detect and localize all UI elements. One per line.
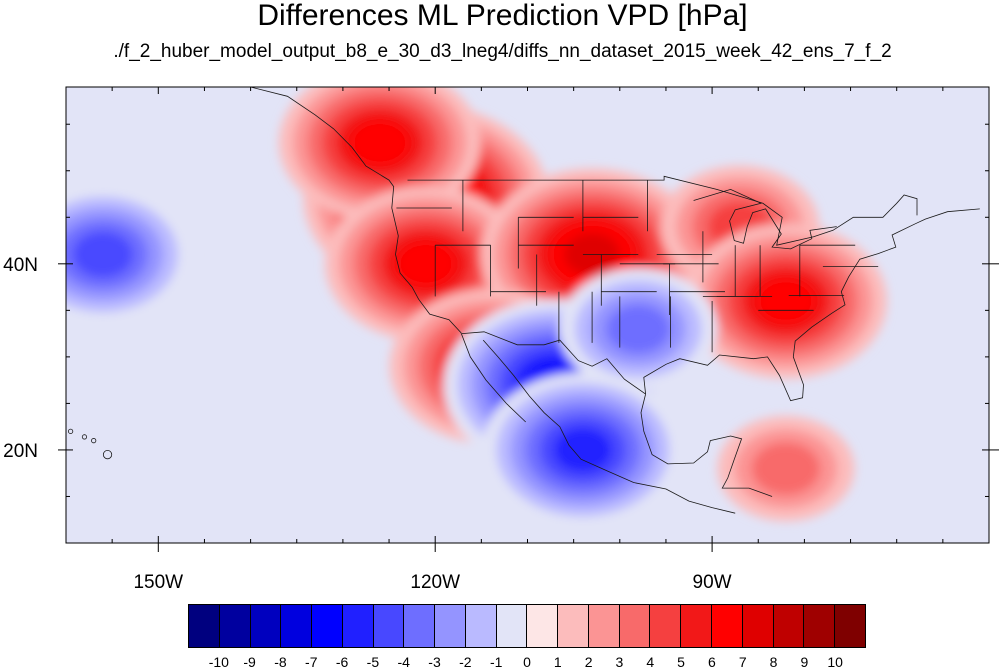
great-lakes-shoreline: [693, 188, 837, 250]
colorbar-swatch-21: [804, 605, 836, 647]
gulf-of-california-mexico-coast: [482, 339, 736, 514]
colorbar-label: 0: [523, 654, 531, 670]
colorbar-label: 9: [800, 654, 809, 670]
colorbar-swatch-3: [250, 605, 282, 647]
y-tick-label: 40N: [3, 255, 38, 276]
colorbar-swatch-2: [219, 605, 251, 647]
colorbar-label: 1: [553, 654, 562, 670]
x-tick-label: 150W: [133, 572, 183, 593]
hawaii-island-4: [68, 428, 74, 434]
colorbar-labels: -10 -9 -8 -7 -6 -5 -4 -3 -2 -1 0 1 2 3 4 5 6 7 8 9 10: [188, 654, 866, 672]
colorbar: [188, 604, 866, 648]
colorbar-swatch-11: [496, 605, 528, 647]
us-mexico-border: [461, 331, 646, 395]
colorbar-swatch-13: [558, 605, 589, 647]
colorbar-swatch-10: [465, 605, 497, 647]
colorbar-swatch-12: [527, 605, 559, 647]
colorbar-label: 10: [827, 654, 843, 670]
field-anomaly-9: [482, 372, 684, 528]
colorbar-label: -2: [459, 654, 472, 670]
field-anomaly-12: [717, 415, 855, 522]
colorbar-swatch-22: [835, 605, 865, 647]
colorbar-label: 7: [738, 654, 747, 670]
field-anomaly-11: [66, 185, 193, 324]
vpd-difference-field: [66, 87, 887, 528]
colorbar-label: -8: [274, 654, 287, 670]
colorbar-label: 5: [677, 654, 685, 670]
colorbar-swatch-1: [189, 605, 220, 647]
hawaii-island-3: [81, 434, 88, 440]
colorbar-label: -7: [305, 654, 318, 670]
colorbar-label: 4: [646, 654, 655, 670]
colorbar-label: 8: [769, 654, 778, 670]
atlantic-gulf-coastline: [643, 208, 980, 402]
colorbar-label: -6: [335, 654, 349, 670]
colorbar-label: -9: [243, 654, 256, 670]
x-tick-label: 120W: [410, 572, 460, 593]
hawaii-island-1: [102, 449, 113, 460]
figure-subtitle: ./f_2_huber_model_output_b8_e_30_d3_lneg…: [113, 41, 892, 62]
colorbar-swatch-17: [681, 605, 713, 647]
colorbar-swatch-20: [773, 605, 805, 647]
field-anomaly-10: [559, 268, 718, 390]
colorbar-swatch-8: [404, 605, 436, 647]
map-tick-labels: 150W 120W 90W 40N 20N: [3, 255, 732, 593]
x-tick-label: 90W: [693, 572, 732, 593]
colorbar-swatch-9: [435, 605, 466, 647]
us-canada-border: [407, 175, 918, 246]
map-boundaries: [68, 87, 980, 514]
map-ticks: [58, 87, 999, 552]
colorbar-label: -3: [428, 654, 441, 670]
colorbar-swatch-15: [619, 605, 651, 647]
y-tick-label: 20N: [3, 441, 38, 462]
colorbar-label: 3: [615, 654, 624, 670]
colorbar-swatch-6: [342, 605, 374, 647]
colorbar-swatch-18: [712, 605, 743, 647]
mexico-gulf-coastline: [640, 394, 773, 497]
pacific-coastline: [250, 87, 526, 423]
field-anomaly-6: [685, 223, 887, 379]
map-panel: 150W 120W 90W 40N 20N: [3, 86, 999, 593]
colorbar-swatch-5: [312, 605, 343, 647]
colorbar-label: 6: [708, 654, 716, 670]
field-anomaly-2: [279, 87, 481, 221]
colorbar-swatch-14: [588, 605, 620, 647]
colorbar-label: -10: [208, 654, 229, 670]
figure-title: Differences ML Prediction VPD [hPa]: [257, 0, 748, 32]
colorbar-swatch-7: [373, 605, 405, 647]
colorbar-swatch-19: [742, 605, 774, 647]
colorbar-label: -4: [397, 654, 410, 670]
colorbar-swatch-4: [281, 605, 313, 647]
colorbar-swatch-16: [650, 605, 682, 647]
colorbar-label: -5: [366, 654, 380, 670]
hawaii-island-2: [91, 438, 97, 444]
colorbar-label: 2: [584, 654, 593, 670]
colorbar-label: -1: [489, 654, 503, 670]
